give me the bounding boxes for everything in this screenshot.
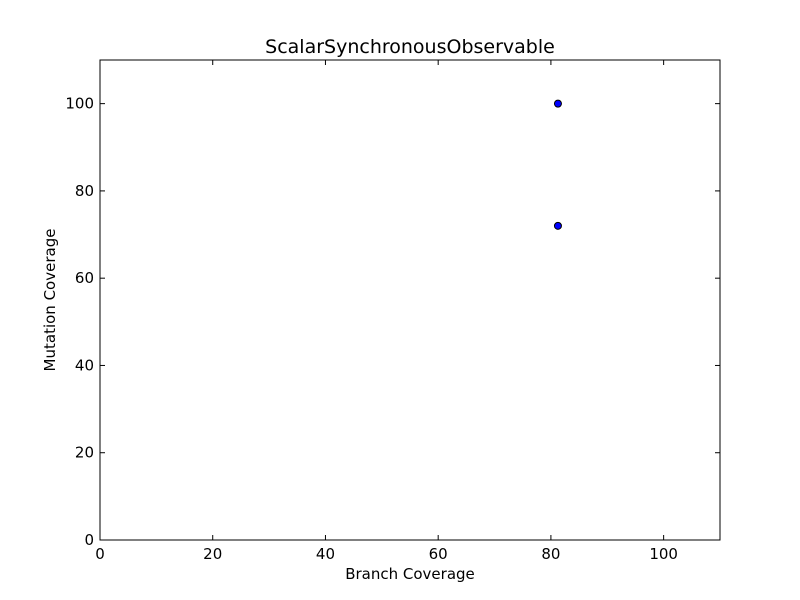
chart-title: ScalarSynchronousObservable bbox=[265, 36, 555, 58]
x-tick-label: 0 bbox=[95, 545, 105, 563]
plot-area bbox=[99, 59, 721, 541]
y-tick-label: 80 bbox=[75, 182, 94, 200]
x-tick-label: 100 bbox=[649, 545, 678, 563]
x-tick-label: 80 bbox=[541, 545, 560, 563]
y-tick-label: 100 bbox=[65, 95, 94, 113]
x-axis-label: Branch Coverage bbox=[345, 565, 475, 583]
data-points bbox=[553, 99, 562, 230]
y-tick-label: 60 bbox=[75, 269, 94, 287]
scatter-point bbox=[553, 99, 562, 108]
y-tick-label: 0 bbox=[84, 531, 94, 549]
y-tick-label: 40 bbox=[75, 356, 94, 374]
scatter-point bbox=[553, 221, 562, 230]
axis-ticks: 0 20 40 60 80 100 0 20 40 60 80 100 bbox=[65, 60, 720, 563]
x-tick-label: 40 bbox=[316, 545, 335, 563]
y-tick-label: 20 bbox=[75, 444, 94, 462]
x-tick-label: 20 bbox=[203, 545, 222, 563]
x-tick-label: 60 bbox=[429, 545, 448, 563]
y-axis-label: Mutation Coverage bbox=[41, 229, 59, 372]
